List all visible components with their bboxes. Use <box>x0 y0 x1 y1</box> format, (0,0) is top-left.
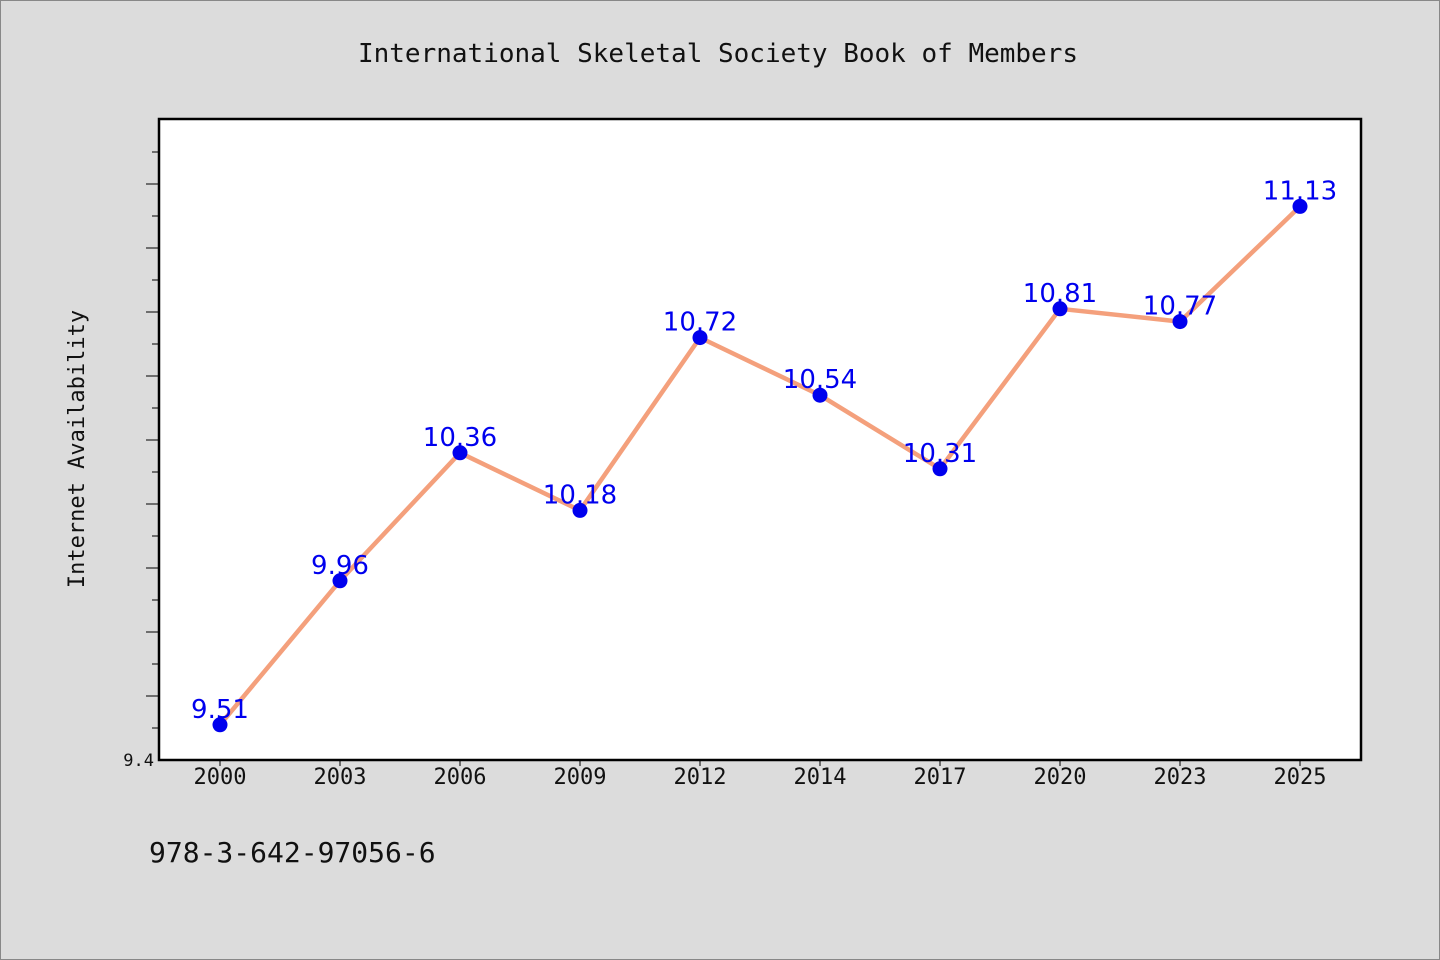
x-tick-label: 2014 <box>794 765 847 790</box>
y-axis-label: Internet Availability <box>65 310 90 588</box>
data-point <box>332 573 348 589</box>
data-label: 10.31 <box>903 439 977 469</box>
data-label: 10.18 <box>543 480 617 510</box>
data-point <box>452 445 468 461</box>
data-point <box>1292 198 1308 214</box>
data-labels: 9.51 9.96 10.36 10.18 10.72 10.54 10.31 10.81 10… <box>191 176 1337 724</box>
x-tick-label: 2000 <box>194 765 247 790</box>
data-point <box>1172 314 1188 330</box>
data-point <box>692 330 708 346</box>
series-lines <box>217 204 1303 728</box>
data-label: 10.81 <box>1023 279 1097 309</box>
chart-title: International Skeletal Society Book of M… <box>358 39 1078 69</box>
y-axis-ticks: 9.4 <box>123 151 160 771</box>
data-point <box>812 387 828 403</box>
x-tick-label: 2006 <box>434 765 487 790</box>
data-point <box>572 502 588 518</box>
data-label: 10.72 <box>663 308 737 338</box>
data-label: 10.36 <box>423 423 497 453</box>
data-point <box>932 461 948 477</box>
x-tick-label: 2017 <box>914 765 967 790</box>
x-axis-ticks: 2000 2003 2006 2009 2012 2014 2017 2020 2023 2025 <box>194 760 1327 790</box>
data-label: 9.96 <box>311 551 369 581</box>
isbn-text: 978-3-642-97056-6 <box>149 836 436 869</box>
x-tick-label: 2003 <box>314 765 367 790</box>
data-label: 10.77 <box>1143 292 1217 322</box>
data-point <box>212 717 228 733</box>
series-line <box>217 204 1303 728</box>
data-label: 9.51 <box>191 695 249 725</box>
data-label: 10.54 <box>783 365 857 395</box>
y-tick-label: 9.4 <box>123 751 154 771</box>
x-tick-label: 2023 <box>1154 765 1207 790</box>
x-tick-label: 2012 <box>674 765 727 790</box>
data-point <box>1052 301 1068 317</box>
x-tick-label: 2009 <box>554 765 607 790</box>
x-tick-label: 2020 <box>1034 765 1087 790</box>
x-tick-label: 2025 <box>1274 765 1327 790</box>
data-label: 11.13 <box>1263 176 1337 206</box>
data-markers <box>212 198 1308 733</box>
plot-area <box>157 117 1363 762</box>
